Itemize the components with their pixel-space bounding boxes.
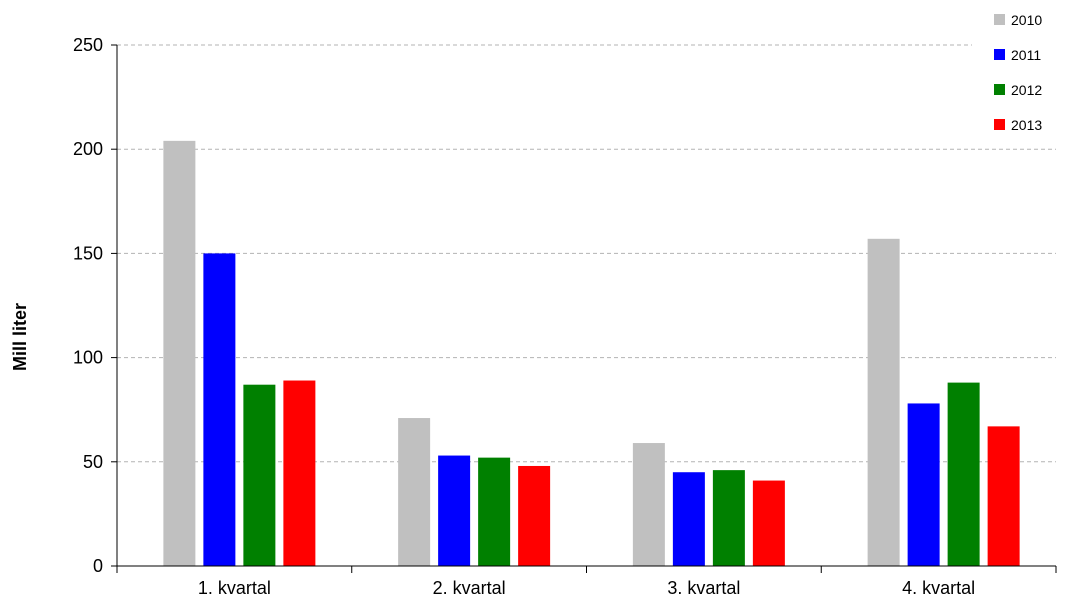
bar-2011-2: [438, 455, 471, 566]
bar-2011-1: [203, 253, 236, 566]
bar-2012-2: [478, 457, 511, 566]
legend: 2010 2011 2012 2013: [972, 0, 1067, 140]
y-axis-label: Mill liter: [10, 303, 30, 371]
bar-2012-1: [243, 384, 276, 566]
y-tick-label: 150: [73, 243, 103, 263]
bar-2010-1: [163, 140, 196, 566]
legend-background: [972, 0, 1067, 140]
legend-swatch-2012: [994, 84, 1005, 95]
bar-2011-4: [907, 403, 940, 566]
y-tick-label: 100: [73, 348, 103, 368]
y-tick-label: 50: [83, 452, 103, 472]
category-label: 3. kvartal: [667, 578, 740, 598]
legend-swatch-2010: [994, 14, 1005, 25]
legend-label: 2012: [1011, 82, 1042, 98]
category-label: 4. kvartal: [902, 578, 975, 598]
bar-2011-3: [672, 472, 705, 566]
y-tick-label: 250: [73, 35, 103, 55]
bar-2010-2: [398, 418, 431, 566]
bar-2012-4: [947, 382, 980, 566]
legend-label: 2013: [1011, 117, 1042, 133]
bar-2013-1: [283, 380, 316, 566]
legend-swatch-2011: [994, 49, 1005, 60]
legend-swatch-2013: [994, 119, 1005, 130]
bars: [163, 140, 1020, 566]
category-label: 2. kvartal: [433, 578, 506, 598]
bar-2010-3: [632, 443, 665, 566]
bar-2010-4: [867, 238, 900, 566]
legend-label: 2010: [1011, 12, 1042, 28]
bar-2013-2: [518, 465, 551, 566]
legend-label: 2011: [1011, 47, 1041, 63]
y-tick-label: 0: [93, 556, 103, 576]
bar-2013-4: [987, 426, 1020, 566]
bar-2013-3: [752, 480, 785, 566]
bar-2012-3: [712, 470, 745, 566]
category-labels: 1. kvartal 2. kvartal 3. kvartal 4. kvartal: [198, 578, 975, 598]
axes: [111, 44, 1057, 573]
y-tick-label: 200: [73, 139, 103, 159]
category-label: 1. kvartal: [198, 578, 271, 598]
y-tick-labels: 0 50 100 150 200 250: [73, 35, 103, 576]
